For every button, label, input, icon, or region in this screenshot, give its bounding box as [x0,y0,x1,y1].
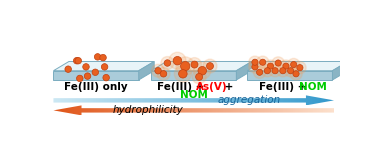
Circle shape [249,61,261,73]
Text: NOM: NOM [180,90,208,100]
Circle shape [264,60,277,72]
Circle shape [76,75,83,82]
Circle shape [194,62,211,79]
Circle shape [160,71,167,77]
Polygon shape [151,71,236,80]
Polygon shape [151,62,252,71]
Circle shape [92,69,99,75]
Circle shape [103,74,109,81]
Polygon shape [236,62,252,80]
Circle shape [198,67,206,75]
Circle shape [249,56,261,68]
Circle shape [174,65,191,82]
Circle shape [100,54,106,61]
Text: As(V): As(V) [197,82,228,92]
Circle shape [176,57,195,75]
Polygon shape [247,71,332,80]
Circle shape [203,59,217,73]
Circle shape [288,58,300,71]
Polygon shape [332,62,348,80]
Text: Fe(III) +: Fe(III) + [259,82,310,92]
Circle shape [267,63,274,69]
Text: Fe(III) only: Fe(III) only [64,82,128,92]
Circle shape [272,68,278,74]
Polygon shape [139,62,154,80]
Circle shape [206,63,214,70]
Circle shape [192,70,206,84]
Circle shape [94,54,101,60]
Circle shape [179,70,187,78]
Text: aggregation: aggregation [217,95,280,105]
Circle shape [152,64,164,77]
Circle shape [277,65,289,77]
Circle shape [269,65,281,77]
Circle shape [155,67,161,74]
Circle shape [290,68,302,80]
Circle shape [257,69,263,75]
Polygon shape [247,62,348,71]
Circle shape [294,62,306,74]
Circle shape [283,63,289,69]
Circle shape [83,64,89,70]
Circle shape [181,62,190,71]
Circle shape [260,59,266,65]
Circle shape [257,56,269,68]
Circle shape [196,73,203,80]
Circle shape [164,60,170,66]
Circle shape [75,58,82,64]
Circle shape [264,68,270,74]
Circle shape [173,56,182,65]
Circle shape [280,68,286,74]
Circle shape [161,57,174,69]
Text: hydrophilicity: hydrophilicity [113,105,183,115]
Circle shape [169,52,186,69]
Polygon shape [53,62,154,71]
Circle shape [252,64,258,70]
Circle shape [101,64,108,70]
Circle shape [275,60,281,66]
Circle shape [84,73,91,79]
Circle shape [280,60,292,72]
Circle shape [291,62,297,68]
Circle shape [261,65,274,77]
Circle shape [252,59,258,65]
Polygon shape [53,71,139,80]
Circle shape [288,68,294,74]
Circle shape [297,65,303,71]
Circle shape [272,57,284,69]
Circle shape [65,66,71,72]
Circle shape [253,66,266,78]
Circle shape [191,61,198,68]
Text: Fe(III) +: Fe(III) + [157,82,208,92]
Text: NOM: NOM [299,82,327,92]
Circle shape [284,65,297,77]
Circle shape [157,67,170,80]
Circle shape [73,58,80,64]
Circle shape [293,71,299,77]
Circle shape [187,58,201,71]
Text: +: + [221,82,233,92]
